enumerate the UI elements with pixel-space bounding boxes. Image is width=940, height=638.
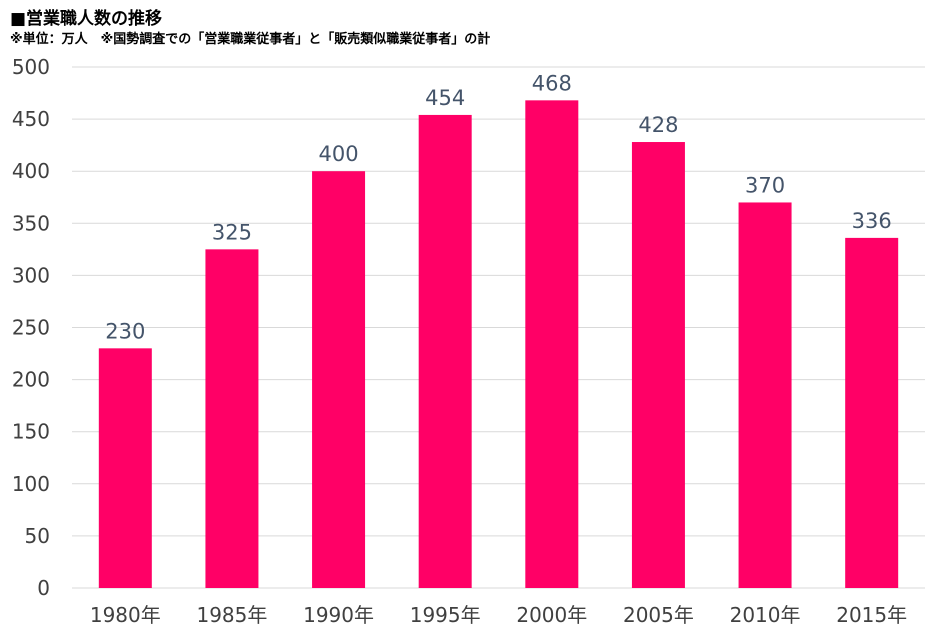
bar [98,348,152,588]
bar [845,237,899,588]
y-tick-label: 450 [12,107,50,131]
bar [525,100,579,589]
x-tick-label: 2015年 [836,603,907,627]
x-tick-label: 1995年 [410,603,481,627]
bar [418,114,472,588]
chart-subtitle: ※単位：万人 ※国勢調査での「営業職業従事者」と「販売類似職業従事者」の計 [10,32,491,47]
y-tick-label: 400 [12,159,50,183]
x-tick-label: 2010年 [730,603,801,627]
x-tick-label: 1985年 [196,603,267,627]
data-label: 336 [852,209,892,233]
y-tick-label: 500 [12,55,50,79]
x-tick-label: 2005年 [623,603,694,627]
y-tick-label: 150 [12,420,50,444]
y-tick-label: 300 [12,263,50,287]
data-label: 325 [212,220,252,244]
x-tick-label: 1980年 [90,603,161,627]
chart-title: ■営業職人数の推移 [10,9,163,29]
y-tick-label: 200 [12,368,50,392]
bar [631,142,685,589]
data-label: 370 [745,173,785,197]
data-label: 400 [319,142,359,166]
y-tick-label: 100 [12,472,50,496]
data-label: 230 [105,319,145,343]
x-tick-label: 2000年 [516,603,587,627]
bar [312,171,366,588]
x-tick-label: 1990年 [303,603,374,627]
y-tick-label: 350 [12,211,50,235]
y-tick-label: 250 [12,316,50,340]
bar [738,202,792,588]
data-label: 428 [638,113,678,137]
y-tick-label: 0 [37,576,50,600]
data-label: 454 [425,86,465,110]
bar [205,249,259,588]
y-tick-label: 50 [25,524,50,548]
data-label: 468 [532,71,572,95]
